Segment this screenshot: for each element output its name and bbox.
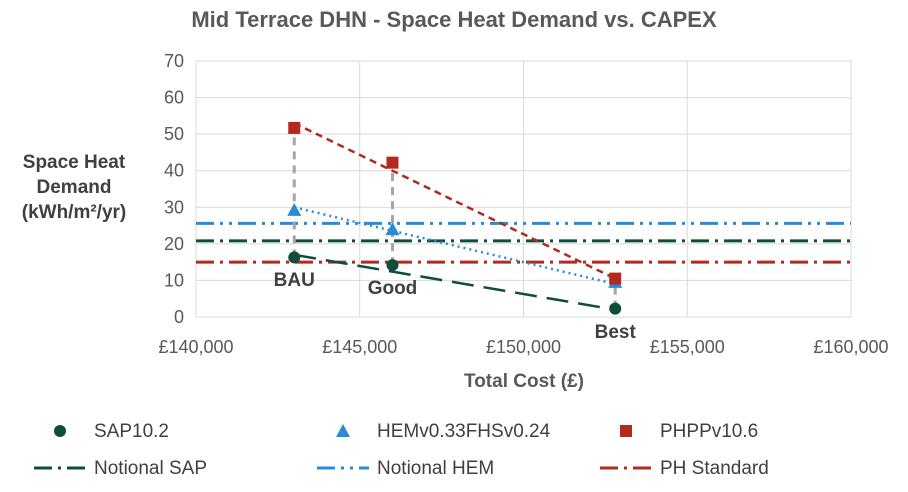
- y-tick-label: 0: [174, 307, 184, 327]
- y-tick-label: 10: [164, 270, 184, 290]
- data-point: [288, 121, 301, 134]
- legend-label: Notional SAP: [94, 458, 207, 479]
- y-tick-label: 30: [164, 197, 184, 217]
- y-tick-label: 40: [164, 161, 184, 181]
- x-tick-label: £155,000: [650, 337, 725, 357]
- y-tick-label: 70: [164, 51, 184, 71]
- point-annotation: Good: [368, 278, 418, 299]
- trend-line: [293, 206, 616, 286]
- y-axis-title-line: (kWh/m²/yr): [22, 202, 127, 223]
- legend-label: SAP10.2: [94, 421, 169, 442]
- legend-marker: [620, 425, 632, 437]
- legend-marker: [336, 424, 350, 437]
- data-point: [287, 202, 302, 216]
- data-point: [385, 222, 400, 236]
- data-point: [386, 259, 399, 272]
- x-axis-title: Total Cost (£): [464, 371, 584, 392]
- data-point: [609, 302, 622, 315]
- data-point: [288, 251, 301, 264]
- x-tick-label: £160,000: [813, 337, 888, 357]
- chart-title: Mid Terrace DHN - Space Heat Demand vs. …: [191, 7, 717, 32]
- y-axis-title-line: Space Heat: [23, 152, 126, 173]
- x-tick-label: £140,000: [158, 337, 233, 357]
- point-annotation: BAU: [274, 270, 315, 291]
- legend-label: HEMv0.33FHSv0.24: [377, 421, 551, 442]
- y-tick-label: 60: [164, 88, 184, 108]
- data-point: [609, 272, 622, 285]
- legend-label: PHPPv10.6: [660, 421, 758, 442]
- data-point: [386, 156, 399, 169]
- trend-line: [293, 122, 616, 280]
- point-annotation: Best: [595, 322, 637, 343]
- y-tick-label: 50: [164, 124, 184, 144]
- y-tick-label: 20: [164, 234, 184, 254]
- legend-label: Notional HEM: [377, 458, 494, 479]
- y-axis-title-line: Demand: [37, 177, 112, 198]
- x-tick-label: £145,000: [322, 337, 397, 357]
- legend-marker: [54, 425, 66, 437]
- trend-line: [294, 253, 616, 311]
- legend-label: PH Standard: [660, 458, 769, 479]
- x-tick-label: £150,000: [486, 337, 561, 357]
